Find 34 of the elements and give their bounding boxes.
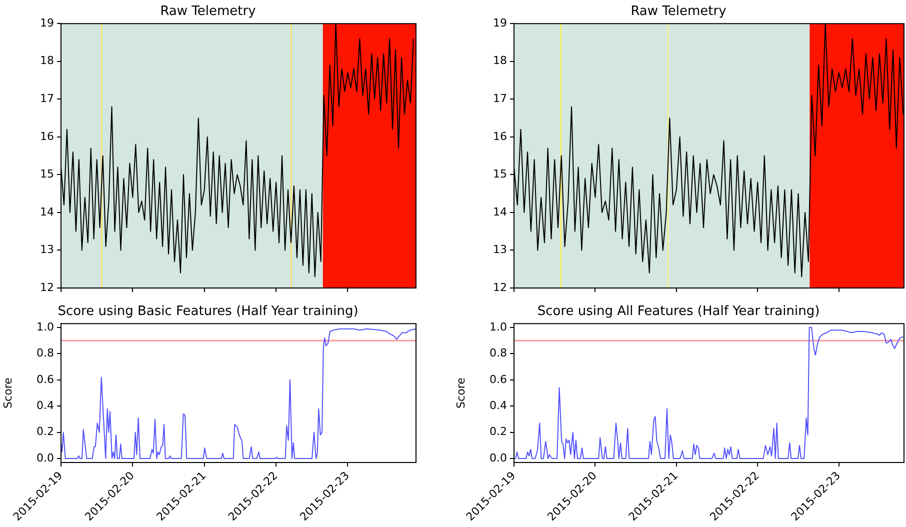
y-tick-label: 14 [40, 205, 54, 218]
y-tick-label: 14 [493, 205, 507, 218]
y-tick-label: 1.0 [36, 320, 54, 334]
y-tick-label: 15 [493, 168, 507, 181]
y-tick-label: 19 [40, 16, 54, 30]
y-tick-label: 0.2 [490, 425, 507, 438]
y-tick-label: 15 [40, 168, 54, 181]
y-tick-label: 17 [40, 92, 54, 105]
y-tick-label: 18 [40, 54, 54, 68]
chart-title: Raw Telemetry [630, 4, 727, 20]
y-tick-label: 18 [493, 54, 507, 68]
y-tick-label: 0.6 [490, 372, 507, 386]
chart-title: Score using All Features (Half Year training) [537, 304, 820, 320]
y-tick-label: 0.4 [490, 398, 507, 412]
y-axis-title: Score [1, 377, 14, 408]
y-tick-label: 0.6 [36, 372, 54, 386]
y-tick-label: 0.8 [490, 346, 507, 360]
y-tick-label: 12 [40, 280, 54, 294]
y-tick-label: 0.8 [36, 346, 54, 360]
y-tick-label: 0.2 [36, 425, 54, 438]
y-tick-label: 0.0 [490, 451, 507, 464]
y-tick-label: 13 [493, 243, 507, 256]
y-tick-label: 16 [493, 130, 507, 143]
y-tick-label: 17 [493, 92, 507, 105]
y-tick-label: 12 [493, 280, 507, 294]
y-axis-title: Score [454, 377, 468, 408]
y-tick-label: 19 [493, 16, 507, 30]
y-tick-label: 0.0 [36, 451, 54, 464]
y-tick-label: 13 [40, 243, 54, 256]
y-tick-label: 16 [40, 130, 54, 143]
chart-title: Raw Telemetry [160, 4, 256, 20]
y-tick-label: 0.4 [36, 398, 54, 412]
chart-title: Score using Basic Features (Half Year training) [58, 304, 358, 320]
y-tick-label: 1.0 [490, 320, 507, 334]
